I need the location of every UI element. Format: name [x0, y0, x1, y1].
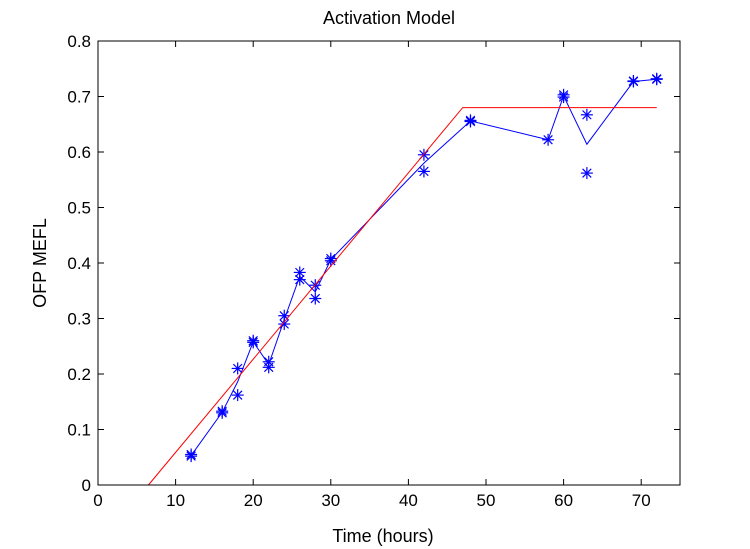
data-point	[293, 266, 306, 279]
chart-title: Activation Model	[323, 8, 455, 28]
data-point	[417, 165, 430, 178]
y-tick-label: 0.2	[67, 365, 91, 384]
series-line-2	[190, 78, 657, 456]
y-tick-label: 0.5	[67, 199, 91, 218]
y-tick-label: 0.6	[67, 143, 91, 162]
data-point	[231, 362, 244, 375]
data-point	[580, 108, 593, 121]
data-point	[293, 273, 306, 286]
x-tick-label: 0	[93, 491, 102, 510]
y-tick-label: 0.3	[67, 310, 91, 329]
data-point	[580, 167, 593, 180]
y-tick-label: 0	[82, 476, 91, 495]
x-tick-label: 40	[399, 491, 418, 510]
x-tick-label: 10	[166, 491, 185, 510]
x-tick-label: 60	[554, 491, 573, 510]
series-line-3	[148, 107, 657, 486]
x-axis-label: Time (hours)	[332, 526, 433, 546]
x-tick-label: 20	[244, 491, 263, 510]
ticks-layer: 0 10 20 30 40 50 60 70 0 0.1 0.2 0.3 0.4 0.5 0.6 0.7 0.8	[67, 32, 680, 510]
x-tick-label: 30	[321, 491, 340, 510]
data-point	[231, 389, 244, 402]
plot-area: 0 10 20 30 40 50 60 70 0 0.1 0.2 0.3 0.4 0.5 0.6 0.7 0.8	[67, 32, 681, 510]
x-tick-label: 50	[477, 491, 496, 510]
data-point	[309, 292, 322, 305]
data-point	[216, 405, 229, 418]
series-layer	[148, 72, 663, 486]
x-tick-label: 70	[632, 491, 651, 510]
y-tick-label: 0.4	[67, 254, 91, 273]
y-axis-label: OFP MEFL	[30, 218, 50, 308]
y-tick-label: 0.8	[67, 32, 91, 51]
y-tick-label: 0.1	[67, 421, 91, 440]
y-tick-label: 0.7	[67, 88, 91, 107]
